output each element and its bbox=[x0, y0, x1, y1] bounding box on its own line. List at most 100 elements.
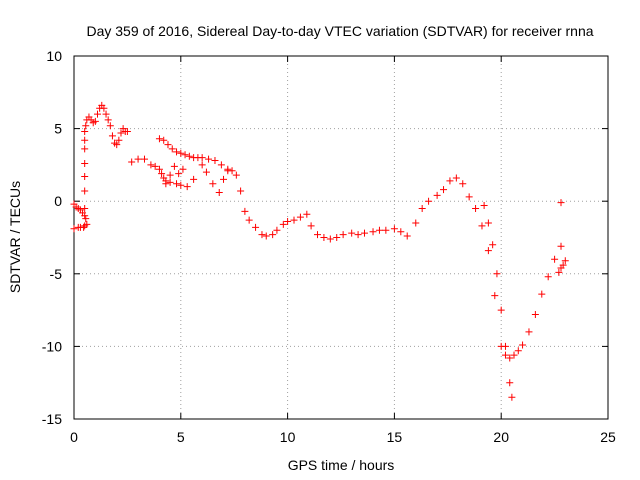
data-point bbox=[151, 162, 159, 170]
data-point bbox=[170, 162, 178, 170]
series-0 bbox=[70, 101, 565, 362]
data-point bbox=[412, 219, 420, 227]
data-point bbox=[307, 222, 315, 230]
y-tick-label: -5 bbox=[50, 266, 63, 282]
data-point bbox=[93, 110, 101, 118]
data-point bbox=[166, 178, 174, 186]
y-tick-label: -15 bbox=[42, 411, 62, 427]
data-point bbox=[557, 199, 565, 207]
data-point bbox=[555, 268, 563, 276]
data-point bbox=[273, 226, 281, 234]
data-point bbox=[484, 247, 492, 255]
data-markers bbox=[70, 101, 569, 401]
data-point bbox=[501, 351, 509, 359]
data-point bbox=[217, 161, 225, 169]
data-point bbox=[418, 204, 426, 212]
data-point bbox=[81, 128, 89, 136]
data-point bbox=[155, 165, 163, 173]
data-point bbox=[459, 180, 467, 188]
data-point bbox=[115, 136, 123, 144]
data-point bbox=[81, 145, 89, 153]
data-point bbox=[224, 167, 232, 175]
data-point bbox=[245, 216, 253, 224]
data-point bbox=[252, 223, 260, 231]
data-point bbox=[100, 104, 108, 112]
data-point bbox=[433, 191, 441, 199]
data-point bbox=[123, 128, 131, 136]
data-point bbox=[354, 231, 362, 239]
data-point bbox=[425, 197, 433, 205]
y-tick-label: -10 bbox=[42, 338, 62, 354]
data-point bbox=[175, 170, 183, 178]
data-point bbox=[284, 218, 292, 226]
data-point bbox=[155, 135, 163, 143]
y-axis-label: SDTVAR / TECUs bbox=[7, 181, 23, 293]
y-tick-label: 0 bbox=[54, 193, 62, 209]
data-point bbox=[181, 151, 189, 159]
data-point bbox=[202, 168, 210, 176]
data-point bbox=[177, 149, 185, 157]
data-point bbox=[262, 232, 270, 240]
data-point bbox=[480, 202, 488, 210]
y-tick-label: 5 bbox=[54, 121, 62, 137]
data-point bbox=[303, 210, 311, 218]
data-point bbox=[173, 180, 181, 188]
x-tick-label: 15 bbox=[387, 429, 403, 445]
data-point bbox=[557, 242, 565, 250]
data-point bbox=[168, 145, 176, 153]
data-point bbox=[320, 234, 328, 241]
y-tick-label: 10 bbox=[46, 48, 62, 64]
x-tick-label: 0 bbox=[70, 429, 78, 445]
data-point bbox=[164, 141, 172, 149]
data-point bbox=[446, 177, 454, 185]
data-point bbox=[81, 212, 89, 220]
data-point bbox=[198, 161, 206, 169]
data-point bbox=[128, 158, 136, 166]
data-point bbox=[104, 116, 112, 124]
data-point bbox=[81, 187, 89, 195]
series-4 bbox=[480, 202, 516, 401]
data-point bbox=[375, 226, 383, 234]
data-point bbox=[538, 290, 546, 298]
data-point bbox=[510, 351, 518, 359]
data-point bbox=[91, 117, 99, 125]
data-point bbox=[215, 188, 223, 196]
data-point bbox=[279, 220, 287, 228]
data-point bbox=[134, 155, 142, 163]
data-point bbox=[220, 175, 228, 183]
data-point bbox=[258, 231, 266, 239]
data-point bbox=[117, 129, 125, 137]
data-point bbox=[82, 122, 90, 130]
data-point bbox=[290, 216, 298, 224]
data-point bbox=[108, 132, 116, 140]
data-point bbox=[162, 180, 170, 188]
data-point bbox=[493, 270, 501, 278]
data-point bbox=[506, 379, 514, 387]
data-point bbox=[452, 174, 460, 182]
data-point bbox=[106, 122, 114, 130]
data-point bbox=[360, 229, 368, 237]
data-point bbox=[173, 148, 181, 156]
data-point bbox=[158, 170, 166, 178]
data-point bbox=[102, 110, 110, 118]
series-1 bbox=[70, 200, 91, 228]
data-point bbox=[491, 292, 499, 300]
data-point bbox=[382, 226, 390, 234]
data-point bbox=[525, 328, 533, 336]
x-tick-label: 5 bbox=[177, 429, 185, 445]
x-tick-label: 10 bbox=[280, 429, 296, 445]
data-point bbox=[508, 393, 516, 401]
data-point bbox=[166, 171, 174, 179]
data-point bbox=[70, 225, 78, 233]
data-point bbox=[519, 341, 527, 349]
data-point bbox=[205, 155, 213, 163]
data-point bbox=[81, 204, 89, 212]
data-point bbox=[177, 181, 185, 189]
data-point bbox=[237, 187, 245, 195]
plot-frame bbox=[73, 55, 609, 420]
data-point bbox=[440, 186, 448, 194]
data-point bbox=[403, 232, 411, 240]
data-point bbox=[544, 273, 552, 281]
data-point bbox=[211, 157, 219, 165]
x-tick-label: 20 bbox=[493, 429, 509, 445]
